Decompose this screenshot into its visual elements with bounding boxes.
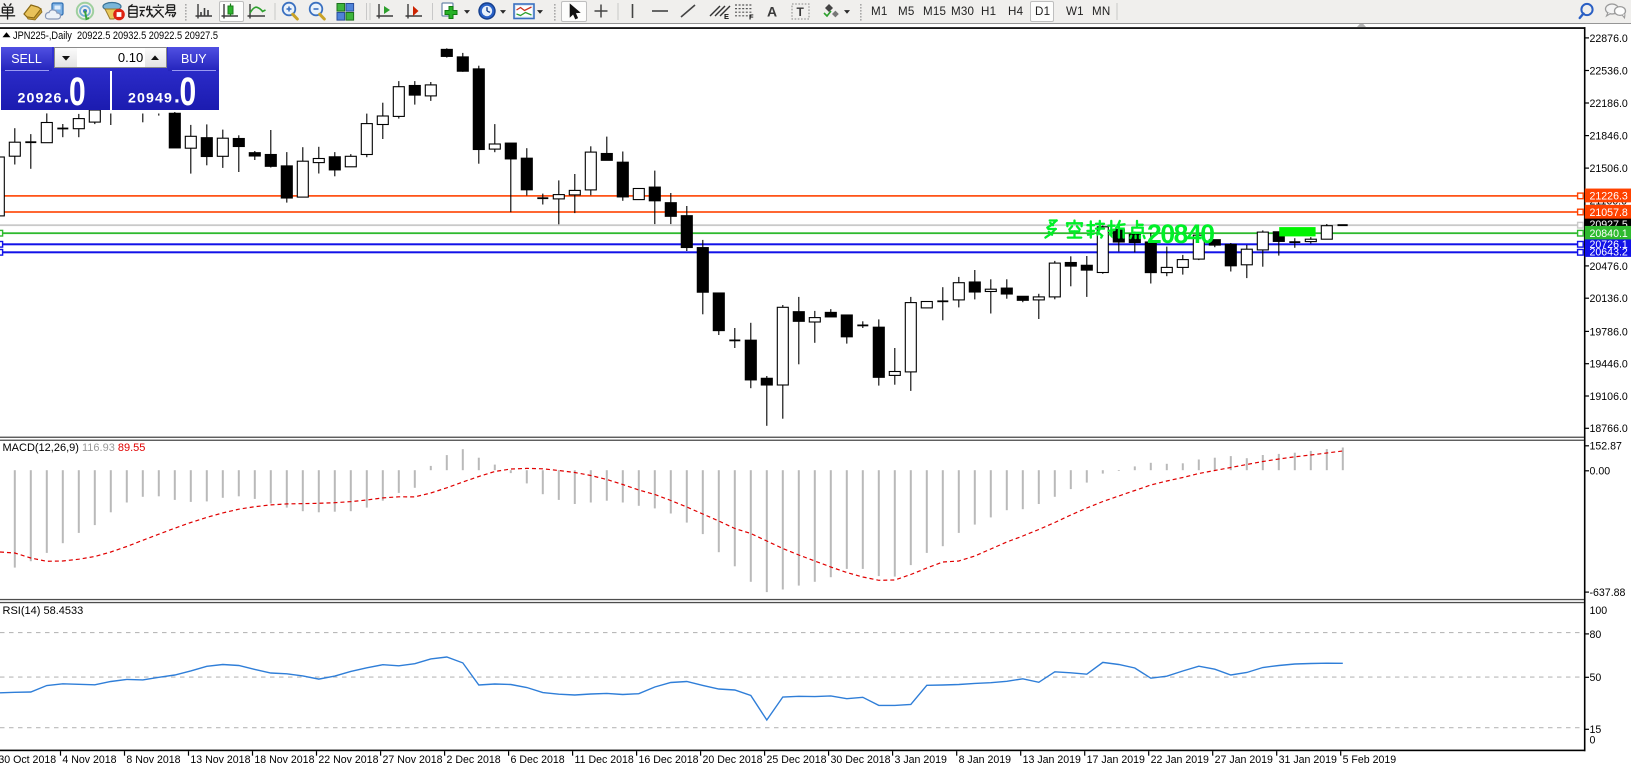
svg-text:16 Dec 2018: 16 Dec 2018 [639,754,699,766]
svg-text:.: . [174,84,180,107]
svg-text:MACD(12,26,9) 116.93 89.55: MACD(12,26,9) 116.93 89.55 [3,442,146,454]
svg-text:0: 0 [1590,735,1596,747]
svg-text:3 Jan 2019: 3 Jan 2019 [895,754,948,766]
svg-text:18 Nov 2018: 18 Nov 2018 [254,754,314,766]
svg-text:4 Nov 2018: 4 Nov 2018 [62,754,116,766]
svg-text:-637.88: -637.88 [1590,587,1626,599]
svg-text:20926: 20926 [18,90,63,106]
svg-text:100: 100 [1590,605,1608,617]
svg-text:13 Nov 2018: 13 Nov 2018 [190,754,250,766]
svg-text:11 Dec 2018: 11 Dec 2018 [575,754,634,766]
svg-text:8 Nov 2018: 8 Nov 2018 [126,754,180,766]
svg-text:E: E [724,12,729,21]
svg-text:13 Jan 2019: 13 Jan 2019 [1023,754,1081,766]
svg-text:.: . [64,84,70,107]
svg-text:22876.0: 22876.0 [1590,33,1628,45]
svg-text:0: 0 [69,70,86,111]
svg-text:15: 15 [1590,724,1602,736]
svg-text:152.87: 152.87 [1590,441,1623,453]
svg-text:27 Nov 2018: 27 Nov 2018 [383,754,443,766]
svg-text:80: 80 [1590,629,1602,641]
svg-text:20840.1: 20840.1 [1590,228,1628,240]
svg-text:20949: 20949 [128,90,173,106]
svg-text:22 Jan 2019: 22 Jan 2019 [1151,754,1209,766]
svg-text:20476.0: 20476.0 [1590,261,1628,273]
svg-text:20136.0: 20136.0 [1590,293,1628,305]
svg-text:19446.0: 19446.0 [1590,359,1628,371]
svg-text:17 Jan 2019: 17 Jan 2019 [1087,754,1145,766]
svg-text:20726.1: 20726.1 [1590,239,1628,251]
svg-text:19106.0: 19106.0 [1590,391,1628,403]
svg-text:0: 0 [180,70,197,111]
svg-text:50: 50 [1590,672,1602,684]
svg-text:22186.0: 22186.0 [1590,98,1628,110]
svg-text:A: A [767,4,777,20]
svg-text:25 Dec 2018: 25 Dec 2018 [767,754,827,766]
svg-text:F: F [749,13,754,22]
svg-text:21846.0: 21846.0 [1590,131,1628,143]
svg-text:8 Jan 2019: 8 Jan 2019 [959,754,1012,766]
svg-text:18766.0: 18766.0 [1590,423,1628,435]
svg-text:20643.2: 20643.2 [1590,247,1628,259]
svg-text:JPN225-,Daily 20922.5 20932.5: JPN225-,Daily 20922.5 20932.5 20922.5 20… [13,30,218,42]
svg-text:22536.0: 22536.0 [1590,65,1628,77]
svg-text:21506.0: 21506.0 [1590,163,1628,175]
svg-text:31 Jan 2019: 31 Jan 2019 [1279,754,1337,766]
svg-text:T: T [797,5,805,19]
svg-text:5 Feb 2019: 5 Feb 2019 [1343,754,1397,766]
svg-text:30 Oct 2018: 30 Oct 2018 [0,754,56,766]
svg-text:21057.8: 21057.8 [1590,207,1628,219]
svg-text:RSI(14) 58.4533: RSI(14) 58.4533 [3,605,84,617]
svg-text:30 Dec 2018: 30 Dec 2018 [831,754,891,766]
svg-text:20 Dec 2018: 20 Dec 2018 [703,754,763,766]
svg-text:2 Dec 2018: 2 Dec 2018 [447,754,501,766]
svg-text:0.00: 0.00 [1590,466,1611,478]
svg-text:27 Jan 2019: 27 Jan 2019 [1215,754,1273,766]
svg-text:22 Nov 2018: 22 Nov 2018 [318,754,378,766]
svg-text:21226.3: 21226.3 [1590,190,1628,202]
svg-text:19786.0: 19786.0 [1590,326,1628,338]
svg-text:6 Dec 2018: 6 Dec 2018 [511,754,565,766]
svg-text:20840: 20840 [1147,219,1215,249]
